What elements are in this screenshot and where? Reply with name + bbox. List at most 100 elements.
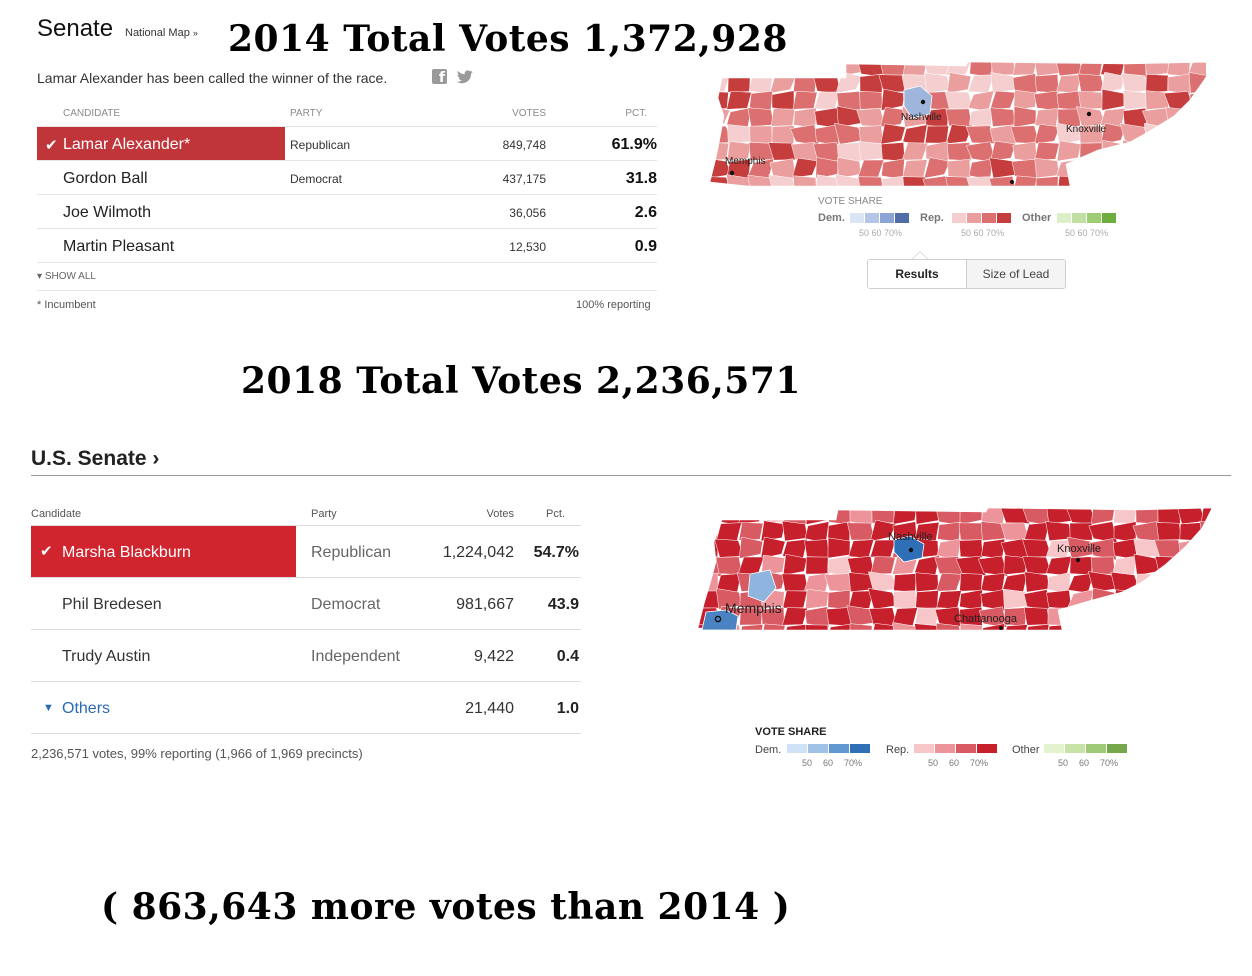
county-cell xyxy=(1024,623,1050,630)
legend-swatch xyxy=(1102,213,1116,223)
county-cell xyxy=(749,91,773,111)
davidson-county xyxy=(903,85,933,119)
county-cell xyxy=(880,142,906,162)
county-cell xyxy=(902,159,928,178)
twitter-icon[interactable] xyxy=(457,69,473,84)
candidate-name: Phil Bredesen xyxy=(62,596,162,613)
county-cell xyxy=(980,572,1006,593)
county-cell xyxy=(945,124,973,145)
county-cell xyxy=(1011,158,1039,179)
national-map-link[interactable]: National Map » xyxy=(125,27,198,39)
legend-swatch xyxy=(1057,213,1071,223)
county-cell xyxy=(805,588,829,610)
county-cell xyxy=(989,107,1017,127)
county-cell xyxy=(781,573,809,592)
county-cell xyxy=(1101,139,1125,162)
county-cell xyxy=(1199,589,1212,610)
county-cell xyxy=(1090,556,1116,575)
county-cell xyxy=(999,508,1031,524)
county-cell xyxy=(945,176,973,186)
tennessee-county-map-2014[interactable]: Nashville Knoxville Memphis xyxy=(706,58,1206,188)
county-cell xyxy=(1002,624,1028,630)
winner-called-text: Lamar Alexander has been called the winn… xyxy=(37,70,388,86)
county-cell xyxy=(990,140,1016,162)
county-cell xyxy=(870,556,896,575)
candidate-name: Trudy Austin xyxy=(62,648,151,665)
legend-tick: 50 xyxy=(928,758,939,768)
tennessee-county-map-2018[interactable]: Nashville Knoxville Memphis Chattanooga xyxy=(696,506,1216,636)
candidate-pct: 54.7% xyxy=(533,544,579,561)
reporting-status: 2,236,571 votes, 99% reporting (1,966 of… xyxy=(31,746,363,761)
candidate-name: Joe Wilmoth xyxy=(63,204,152,221)
county-cell xyxy=(1079,176,1103,186)
legend-swatch xyxy=(808,744,828,753)
county-cell xyxy=(815,157,839,179)
others-expand-row[interactable]: ▼ Others 21,440 1.0 xyxy=(31,682,581,734)
davidson-county xyxy=(893,535,925,563)
candidate-party: Democrat xyxy=(290,172,343,186)
county-cell xyxy=(1100,71,1126,94)
toggle-pointer xyxy=(912,251,928,259)
legend-tick: 70% xyxy=(844,758,863,768)
county-cell xyxy=(847,539,875,559)
county-cell xyxy=(749,62,773,76)
county-cell xyxy=(1156,522,1182,541)
city-dot-memphis xyxy=(729,170,735,176)
candidate-pct: 2.6 xyxy=(634,204,657,221)
county-cell xyxy=(858,141,884,162)
county-cell xyxy=(1091,606,1115,627)
national-map-arrow[interactable]: » xyxy=(192,28,198,38)
county-cell xyxy=(1121,175,1149,186)
county-cell xyxy=(698,572,719,594)
others-toggle-label[interactable]: Others xyxy=(62,700,111,717)
legend-swatches xyxy=(1044,744,1128,753)
county-cell xyxy=(1188,140,1206,162)
county-cell xyxy=(1056,74,1082,94)
city-label-knoxville: Knoxville xyxy=(1057,543,1101,555)
show-all-button[interactable]: ▾ SHOW ALL xyxy=(37,271,96,282)
county-cell xyxy=(858,125,884,144)
county-cell xyxy=(1024,522,1050,542)
caret-down-icon[interactable]: ▼ xyxy=(43,702,54,714)
toggle-size-of-lead-button[interactable]: Size of Lead xyxy=(967,260,1065,288)
county-cell xyxy=(1034,74,1060,94)
county-cell xyxy=(937,521,961,543)
candidate-pct: 43.9 xyxy=(547,596,579,613)
facebook-icon[interactable] xyxy=(432,69,447,86)
county-cell xyxy=(1056,140,1082,162)
candidate-votes: 981,667 xyxy=(456,596,514,613)
legend-swatches xyxy=(914,744,998,753)
county-cell xyxy=(846,522,876,541)
legend-swatch xyxy=(956,744,976,753)
legend-tick: 60 xyxy=(949,758,960,768)
col-party: Party xyxy=(311,508,337,520)
county-cell xyxy=(1154,623,1184,630)
national-map-link-label[interactable]: National Map xyxy=(125,27,190,39)
show-all-label[interactable]: SHOW ALL xyxy=(44,271,96,282)
legend-tick: 60 xyxy=(1079,758,1090,768)
county-cell xyxy=(834,173,864,186)
county-cell xyxy=(902,176,928,186)
legend-swatch xyxy=(935,744,955,753)
toggle-results-button[interactable]: Results xyxy=(868,260,967,288)
county-cell xyxy=(935,573,963,592)
county-cell xyxy=(1188,107,1206,127)
county-cell xyxy=(738,522,764,541)
county-cell xyxy=(739,536,763,559)
divider xyxy=(37,290,657,291)
candidate-votes: 12,530 xyxy=(509,240,546,254)
county-cell xyxy=(727,124,751,144)
county-cell xyxy=(881,88,905,111)
county-cell xyxy=(1012,62,1038,76)
county-cell xyxy=(805,508,829,525)
county-cell xyxy=(914,623,940,630)
county-cell xyxy=(1177,607,1205,626)
us-senate-2018-title[interactable]: U.S. Senate › xyxy=(31,447,160,470)
city-dot-nashville xyxy=(920,99,926,105)
table-row: Gordon Ball Democrat 437,175 31.8 xyxy=(37,161,657,195)
county-cell xyxy=(1188,72,1206,94)
county-cell xyxy=(849,508,873,526)
county-cell xyxy=(1045,555,1073,576)
county-cell xyxy=(969,107,993,129)
county-cell xyxy=(989,90,1017,110)
